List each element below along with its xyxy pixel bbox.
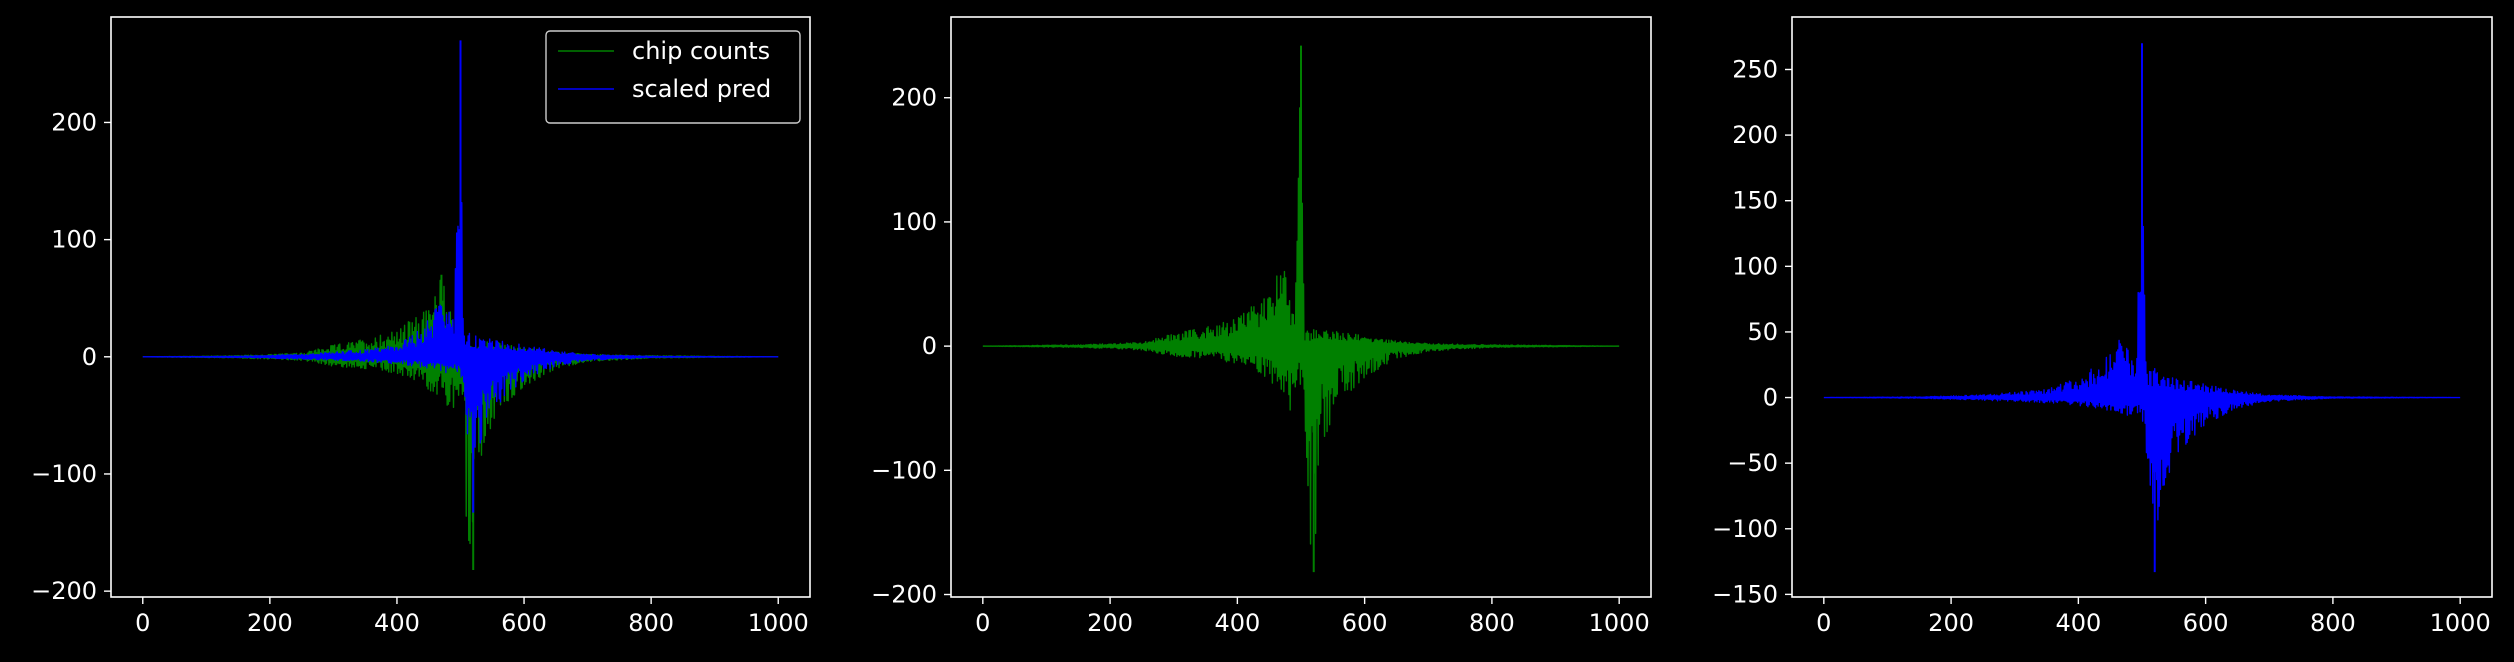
legend: chip counts scaled pred bbox=[545, 30, 801, 124]
y-tick-label: 250 bbox=[1732, 55, 1778, 83]
y-tick-label: 100 bbox=[891, 208, 937, 236]
y-tick-label: 200 bbox=[891, 84, 937, 112]
x-tick-label: 0 bbox=[975, 609, 990, 637]
subplot-3: 0 200 400 600 800 1000 −150 −100 −50 0 50 100 150 200… bbox=[1712, 16, 2493, 637]
x-tick-label: 400 bbox=[374, 609, 420, 637]
x-tick-label: 800 bbox=[2310, 609, 2356, 637]
x-tick-label: 200 bbox=[1087, 609, 1133, 637]
y-tick-label: 100 bbox=[1732, 252, 1778, 280]
x-tick-label: 400 bbox=[1214, 609, 1260, 637]
y-tick-label: 50 bbox=[1747, 318, 1778, 346]
y-tick-label: 0 bbox=[82, 343, 97, 371]
x-tick-label: 600 bbox=[501, 609, 547, 637]
y-tick-label: 0 bbox=[1763, 384, 1778, 412]
x-tick-label: 800 bbox=[1469, 609, 1515, 637]
x-tick-label: 0 bbox=[1816, 609, 1831, 637]
y-tick-label: 200 bbox=[51, 108, 97, 136]
subplot-1: 0 200 400 600 800 1000 −200 −100 0 100 200 chip cou… bbox=[31, 16, 811, 637]
axes-frame bbox=[950, 16, 1652, 598]
x-tick-label: 1000 bbox=[1589, 609, 1650, 637]
subplot-2: 0 200 400 600 800 1000 −200 −100 0 100 200 bbox=[871, 16, 1652, 637]
x-tick-label: 1000 bbox=[2430, 609, 2491, 637]
x-tick-label: 400 bbox=[2055, 609, 2101, 637]
y-tick-label: 0 bbox=[922, 332, 937, 360]
legend-label: scaled pred bbox=[632, 75, 771, 103]
y-tick-label: 200 bbox=[1732, 121, 1778, 149]
y-tick-label: −100 bbox=[871, 456, 937, 484]
legend-box bbox=[545, 30, 801, 124]
x-tick-label: 600 bbox=[2183, 609, 2229, 637]
y-tick-label: 100 bbox=[51, 226, 97, 254]
y-tick-label: −200 bbox=[871, 581, 937, 609]
x-tick-label: 1000 bbox=[748, 609, 809, 637]
y-tick-label: 150 bbox=[1732, 187, 1778, 215]
y-tick-label: −50 bbox=[1727, 449, 1778, 477]
x-tick-label: 600 bbox=[1342, 609, 1388, 637]
y-tick-label: −200 bbox=[31, 577, 97, 605]
y-tick-label: −100 bbox=[1712, 515, 1778, 543]
x-tick-label: 200 bbox=[1928, 609, 1974, 637]
legend-label: chip counts bbox=[632, 37, 770, 65]
x-tick-label: 800 bbox=[628, 609, 674, 637]
axes-frame bbox=[1791, 16, 2493, 598]
x-tick-label: 200 bbox=[247, 609, 293, 637]
y-tick-label: −100 bbox=[31, 460, 97, 488]
x-tick-label: 0 bbox=[135, 609, 150, 637]
axes-frame bbox=[110, 16, 811, 598]
y-tick-label: −150 bbox=[1712, 580, 1778, 608]
